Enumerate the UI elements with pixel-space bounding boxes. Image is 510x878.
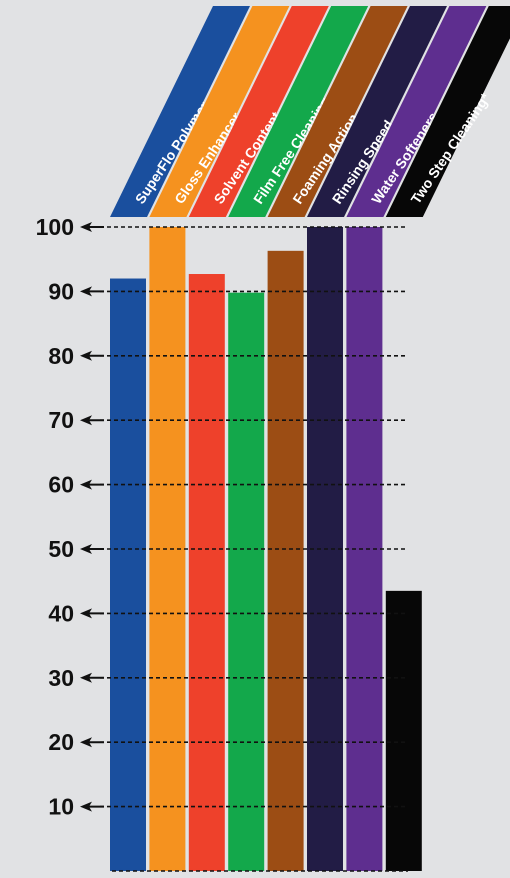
arrow-head-20 bbox=[80, 737, 92, 748]
y-tick-label-80: 80 bbox=[48, 343, 74, 369]
arrow-head-10 bbox=[80, 801, 92, 812]
arrow-head-30 bbox=[80, 672, 92, 683]
arrow-head-50 bbox=[80, 544, 92, 554]
header-tab-3 bbox=[188, 6, 329, 217]
y-tick-label-90: 90 bbox=[48, 278, 74, 304]
arrow-head-40 bbox=[80, 608, 92, 619]
bar-8 bbox=[385, 590, 422, 871]
arrow-head-70 bbox=[80, 415, 92, 426]
bar-4 bbox=[228, 292, 265, 871]
arrow-head-60 bbox=[80, 479, 92, 490]
y-tick-label-10: 10 bbox=[48, 794, 74, 820]
y-axis-ticks: 10 20 30 40 50 60 70 80 90 100 bbox=[36, 214, 74, 820]
header-tab-8 bbox=[385, 6, 510, 217]
y-tick-label-60: 60 bbox=[48, 472, 74, 498]
y-tick-label-40: 40 bbox=[48, 600, 74, 626]
header-tab-1 bbox=[110, 6, 250, 217]
header-tab-5 bbox=[267, 6, 408, 217]
header-tab-7 bbox=[346, 6, 487, 217]
bar-1 bbox=[110, 278, 146, 871]
y-tick-label-20: 20 bbox=[48, 729, 74, 755]
y-tick-label-100: 100 bbox=[36, 214, 74, 240]
y-tick-label-70: 70 bbox=[48, 407, 74, 433]
bar-5 bbox=[267, 250, 304, 871]
header-tab-2 bbox=[149, 6, 290, 217]
bar-3 bbox=[188, 274, 225, 872]
arrow-head-100 bbox=[80, 222, 92, 232]
gridlines bbox=[80, 222, 408, 872]
arrow-head-90 bbox=[80, 286, 92, 297]
header-tab-4 bbox=[228, 6, 369, 217]
y-tick-label-30: 30 bbox=[48, 665, 74, 691]
header-tab-6 bbox=[307, 6, 447, 217]
y-tick-label-50: 50 bbox=[48, 536, 74, 562]
arrow-head-80 bbox=[80, 350, 92, 361]
